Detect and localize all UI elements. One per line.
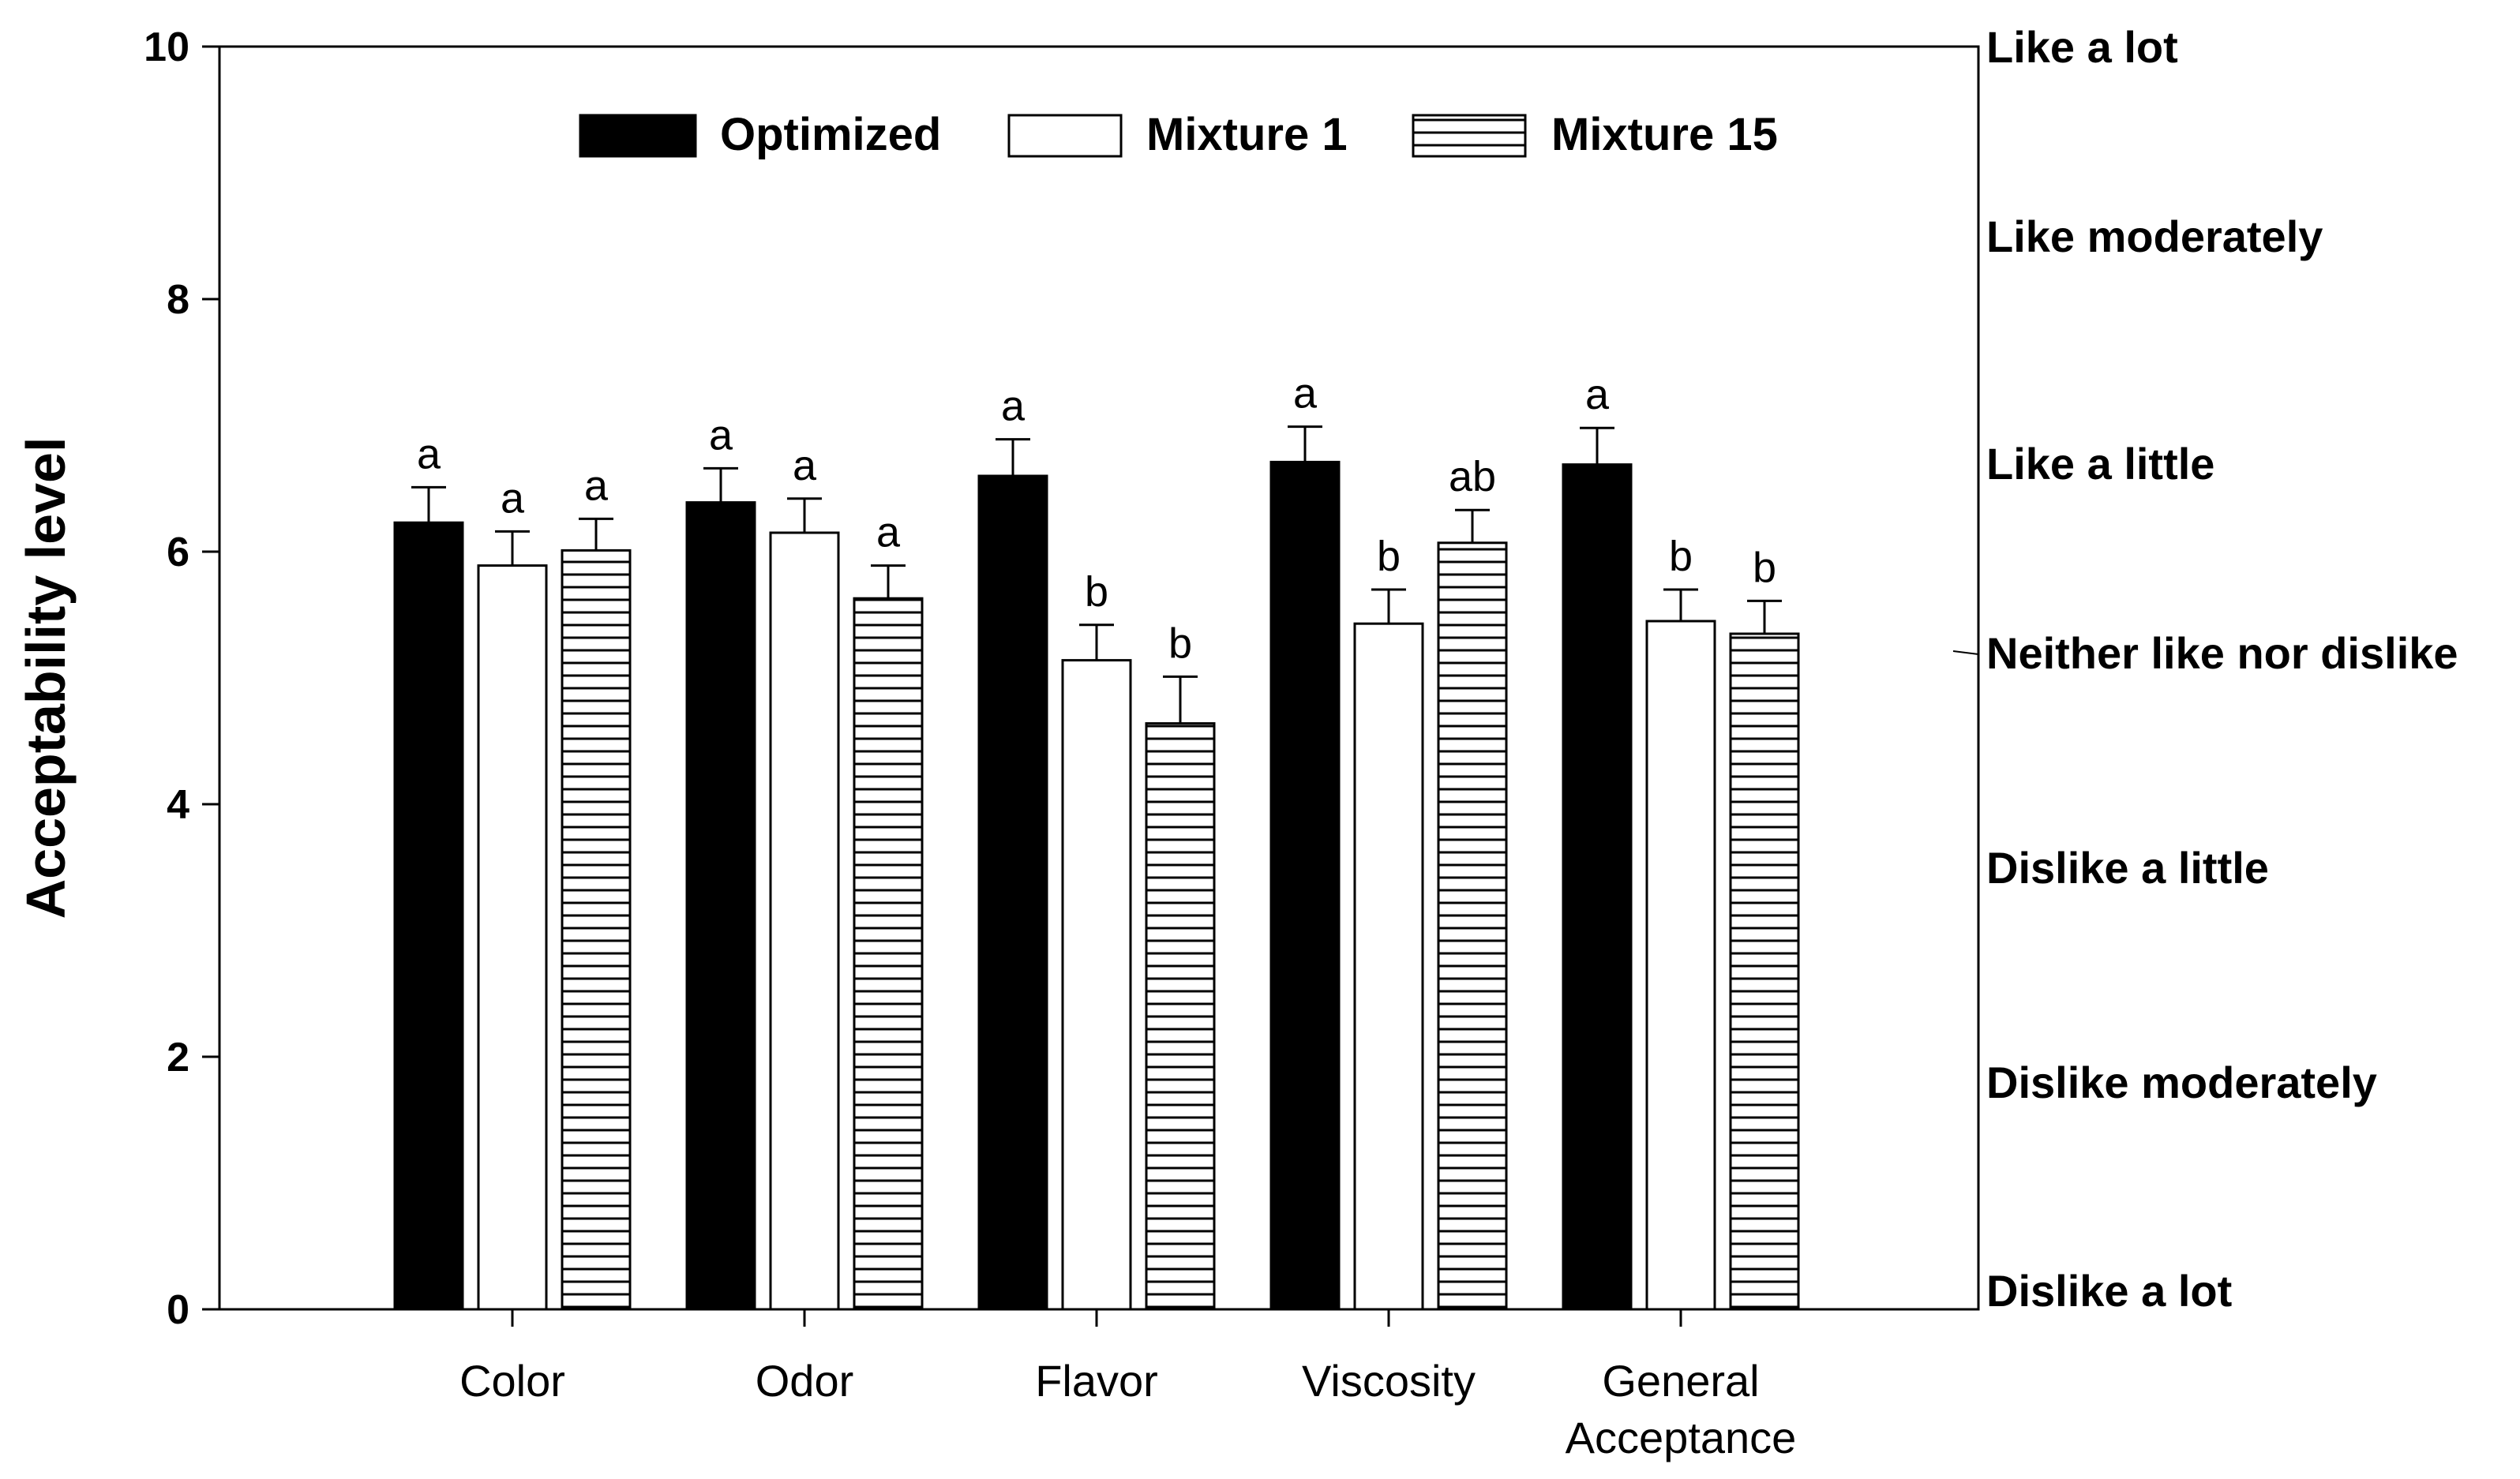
significance-label: b <box>1377 533 1401 580</box>
significance-label: b <box>1669 533 1693 580</box>
y-tick-label: 2 <box>167 1035 189 1080</box>
bar-optimized <box>1269 460 1341 1311</box>
right-scale-label: Like a lot <box>1986 22 2178 72</box>
legend-label: Optimized <box>720 109 941 160</box>
right-scale-label: Like a little <box>1986 439 2214 489</box>
bar-mixture-15 <box>561 549 632 1311</box>
bar-mixture-1 <box>477 564 548 1311</box>
bars <box>393 425 1800 1311</box>
bar-mixture-15 <box>1437 541 1508 1311</box>
category-label: Flavor <box>1035 1356 1158 1406</box>
right-scale-label: Dislike a little <box>1986 843 2269 893</box>
significance-label: a <box>876 509 901 556</box>
bar-mixture-1 <box>1645 620 1716 1311</box>
significance-label: ab <box>1449 453 1496 500</box>
bar-mixture-15 <box>1729 632 1800 1311</box>
category-label: Acceptance <box>1566 1413 1797 1462</box>
category-label: Viscosity <box>1302 1356 1476 1406</box>
y-tick-label: 8 <box>167 277 189 323</box>
right-scale-label: Neither like nor dislike <box>1986 628 2458 678</box>
y-tick-label: 4 <box>167 782 189 828</box>
significance-label: a <box>709 411 733 459</box>
bar-optimized <box>685 501 756 1311</box>
significance-label: a <box>584 462 609 509</box>
legend: Optimized Mixture 1 Mixture 15 <box>579 109 1778 160</box>
bar-mixture-1 <box>1061 659 1132 1311</box>
axes: 0 2 4 6 8 10 Acceptability level <box>15 24 1980 1333</box>
bar-optimized <box>1562 463 1633 1311</box>
y-tick-label: 0 <box>167 1287 189 1333</box>
y-tick-label: 10 <box>144 24 189 70</box>
labels: Like a lot Like moderately Like a little Ne… <box>417 22 2458 1462</box>
legend-swatch-mixture-1 <box>1007 114 1123 158</box>
right-scale-label: Dislike a lot <box>1986 1266 2232 1316</box>
legend-label: Mixture 1 <box>1146 109 1348 160</box>
significance-label: a <box>417 430 441 477</box>
bar-optimized <box>977 474 1048 1311</box>
category-label: General <box>1602 1356 1759 1406</box>
legend-swatch-mixture-15 <box>1412 114 1527 158</box>
significance-label: a <box>793 442 817 489</box>
bar-mixture-1 <box>1353 622 1424 1311</box>
category-label: Odor <box>756 1356 854 1406</box>
neutral-marker-line <box>1952 650 1979 655</box>
bar-mixture-15 <box>1145 722 1216 1311</box>
bar-mixture-1 <box>769 531 840 1311</box>
bar-mixture-15 <box>853 597 924 1311</box>
right-scale-label: Like moderately <box>1986 212 2323 261</box>
significance-label: a <box>1585 371 1610 418</box>
legend-swatch-optimized <box>579 114 697 158</box>
y-axis-title: Acceptability level <box>15 437 77 919</box>
y-tick-label: 6 <box>167 530 189 575</box>
significance-label: b <box>1168 620 1192 667</box>
significance-label: a <box>501 474 525 522</box>
legend-label: Mixture 15 <box>1551 109 1778 160</box>
bar-optimized <box>393 521 464 1311</box>
significance-label: b <box>1085 568 1108 616</box>
significance-label: b <box>1753 544 1776 591</box>
significance-label: a <box>1001 383 1026 430</box>
right-scale-label: Dislike moderately <box>1986 1058 2377 1107</box>
category-label: Color <box>459 1356 565 1406</box>
significance-label: a <box>1293 370 1318 417</box>
